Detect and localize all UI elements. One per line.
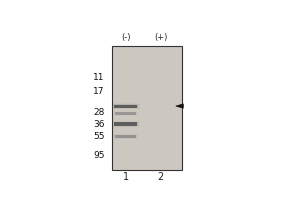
Bar [115,135,137,138]
Bar [112,121,140,127]
Text: 11: 11 [93,73,105,82]
Text: 28: 28 [94,108,105,117]
Text: 2: 2 [158,172,164,182]
Text: 95: 95 [93,151,105,160]
Bar [113,104,139,109]
Bar [114,134,138,139]
Bar [114,112,138,116]
Bar [114,122,137,126]
Text: 36: 36 [93,120,105,129]
Text: (-): (-) [121,33,130,42]
Bar [115,112,137,115]
Bar [112,46,182,170]
Bar [114,105,137,108]
Bar [113,134,138,139]
Bar [113,122,138,126]
Polygon shape [176,104,183,108]
Text: 17: 17 [93,87,105,96]
Bar [113,104,138,108]
Bar [116,135,136,138]
Bar [113,122,139,127]
Text: 1: 1 [123,172,129,182]
Bar [112,103,140,109]
Bar [116,112,136,115]
Text: (+): (+) [154,33,167,42]
Bar [113,111,138,116]
Text: 55: 55 [93,132,105,141]
